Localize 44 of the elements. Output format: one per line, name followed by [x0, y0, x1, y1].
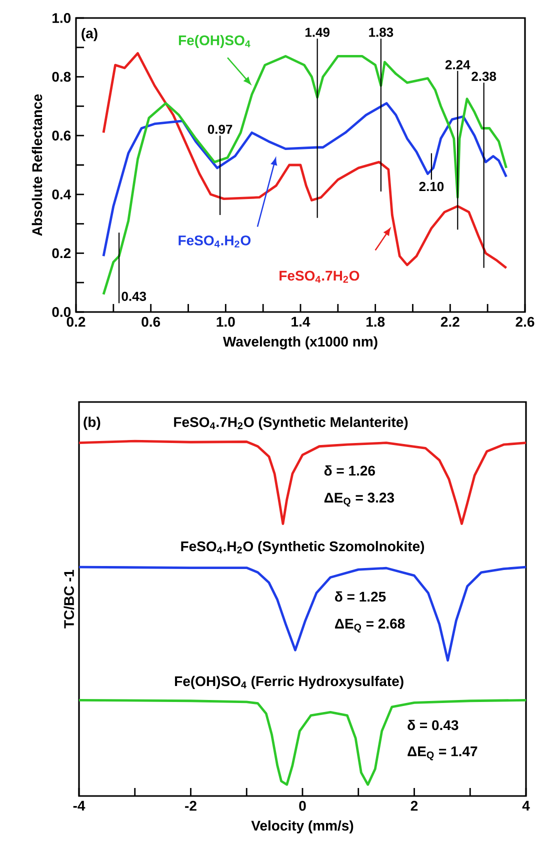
series-label: Fe(OH)SO$_{4}$ (Ferric Hydroxysulfate): [175, 676, 404, 689]
series-label: Fe(OH)SO$_{4}$: [178, 34, 250, 48]
y-tick-label: 0.2: [52, 248, 71, 258]
x-tick-label: 0.6: [142, 316, 160, 327]
ref-line-label: 1.49: [306, 28, 330, 37]
annotation: ΔE$_{Q}$ = 2.68: [334, 618, 405, 633]
ref-line-label: 0.97: [208, 124, 232, 134]
x-tick-label: -2: [185, 800, 196, 811]
x-tick-label: 0: [299, 800, 306, 811]
y-axis-title: Absolute Reflectance: [32, 94, 42, 236]
x-axis-title: Velocity (mm/s): [251, 820, 354, 834]
y-tick-label: 0.0: [52, 307, 71, 317]
x-tick-label: 2.6: [516, 316, 534, 327]
text: (b): [84, 416, 100, 430]
x-tick-label: -4: [73, 800, 86, 811]
annotation: δ = 1.26: [324, 465, 375, 476]
x-tick-label: 2.2: [440, 316, 460, 327]
series-label: FeSO$_{4}$.H$_{2}$O (Synthetic Szomolnokite): [181, 541, 424, 554]
y-tick-label: 1.0: [52, 13, 71, 23]
series-label: FeSO$_{4}$.7H$_{2}$O (Synthetic Melanterite): [174, 416, 408, 430]
annotation: ΔE$_{Q}$ = 1.47: [408, 746, 478, 760]
text: FeSO$_{4}$.H$_{2}$O: [178, 235, 251, 248]
annotation: ΔE$_{Q}$ = 3.23: [324, 492, 394, 507]
annotation: δ = 0.43: [408, 720, 458, 730]
line-series: [102, 102, 508, 258]
ref-line-label: 0.43: [122, 292, 146, 301]
ref-line-label: 2.24: [445, 60, 470, 70]
x-tick-label: 4: [522, 800, 530, 811]
y-axis-title: TC/BC -1: [64, 570, 74, 628]
annotation: δ = 1.25: [335, 591, 386, 602]
y-tick-label: 0.8: [52, 72, 71, 82]
x-tick-label: 1.0: [216, 316, 235, 327]
x-tick-label: 1.8: [366, 316, 385, 327]
ref-line-label: 2.10: [419, 182, 444, 192]
ref-line-label: 2.38: [472, 72, 496, 81]
ref-line-label: 1.83: [369, 28, 394, 37]
x-axis-title: Wavelength (x1000 nm): [222, 336, 378, 350]
x-tick-label: 0.2: [66, 316, 86, 327]
x-tick-label: 2: [410, 800, 418, 811]
y-tick-label: 0.4: [52, 189, 72, 200]
text: FeSO$_{4}$.7H$_{2}$O: [280, 270, 360, 283]
x-tick-label: 1.4: [292, 316, 310, 327]
annotation: (a): [82, 28, 98, 42]
y-tick-label: 0.6: [52, 130, 71, 141]
